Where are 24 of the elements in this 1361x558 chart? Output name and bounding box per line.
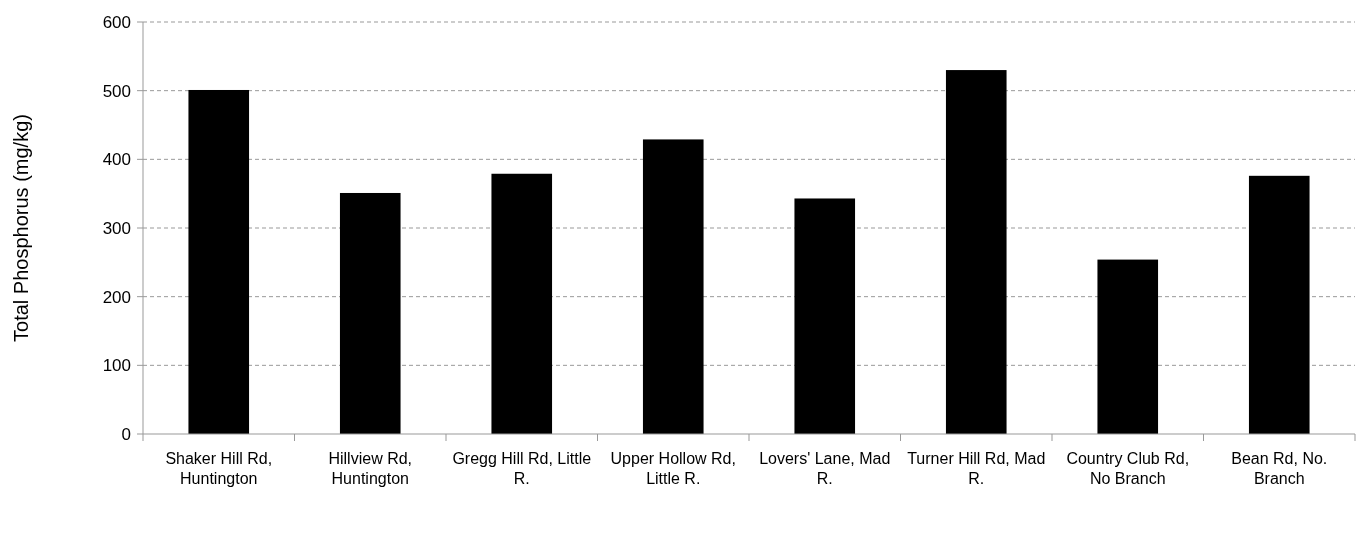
bar [945,70,1007,434]
y-tick-label: 0 [121,424,131,444]
y-tick-label: 400 [102,150,131,170]
y-tick-label: 600 [102,12,131,32]
x-tick-label: Turner Hill Rd, Mad R. [907,450,1046,487]
x-tick-label: Gregg Hill Rd, Little R. [452,450,592,487]
bar [1248,175,1310,434]
bar [339,192,401,434]
y-tick-label: 200 [102,287,131,307]
bar [794,198,856,434]
y-tick-label: 100 [102,356,131,376]
x-tick-label: Hillview Rd, Huntington [328,450,413,487]
x-tick-label: Bean Rd, No. Branch [1231,450,1328,487]
y-tick-label: 300 [102,218,131,238]
bar [1097,259,1159,434]
bar [642,139,704,434]
bar [188,89,250,434]
x-tick-label: Shaker Hill Rd, Huntington [165,450,273,487]
x-tick-label: Country Club Rd, No Branch [1066,450,1190,487]
bar [491,173,553,434]
x-tick-label: Upper Hollow Rd, Little R. [610,450,736,487]
y-axis-title: Total Phosphorus (mg/kg) [10,114,32,342]
y-tick-label: 500 [102,81,131,101]
x-tick-label: Lovers' Lane, Mad R. [759,450,891,487]
